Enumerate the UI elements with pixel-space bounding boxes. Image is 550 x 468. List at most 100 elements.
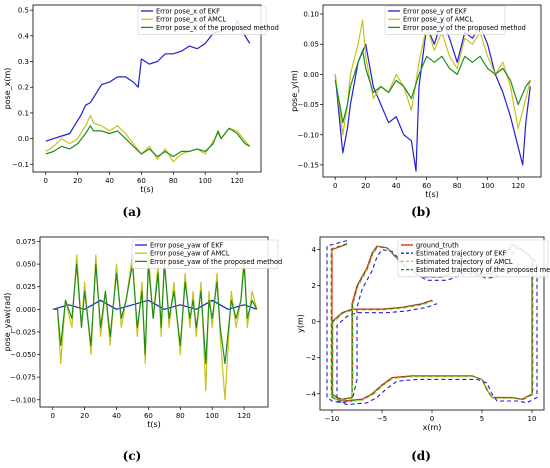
legend-label: Estimated trajectory of AMCL [416,258,513,266]
legend-label: ground_truth [416,242,459,250]
y-tick-label: 0.050 [16,261,36,269]
chart-a: 0 20 40 60 80 100 120 −0.1 0.0 0.1 0.2 0.3 0.4 0.5 t(s… [3,4,279,194]
x-tick-label: 20 [361,182,370,190]
caption-d: (d) [411,449,431,463]
y-tick-label: 2 [312,282,316,290]
chart-d: −10 −5 0 5 10−4−2024x(m)y(m)ground_truthEsti… [296,236,550,432]
series-line-3 [45,125,251,158]
x-tick-label: 80 [176,412,185,420]
series-line-2 [52,254,258,401]
y-tick-label: 0.4 [18,32,30,40]
legend-label: Estimated trajectory of the proposed met… [416,266,550,274]
x-tick-label: 40 [105,177,114,185]
y-tick-label: 0.5 [18,7,29,15]
y-tick-label: −4 [306,390,317,398]
legend-label: Error pose_x of AMCL [156,16,226,24]
x-tick-label: 5 [480,415,484,423]
x-tick-label: 100 [199,177,212,185]
x-tick-label: 100 [481,182,494,190]
x-tick-label: 120 [511,182,524,190]
y-tick-label: −0.100 [10,396,36,404]
x-tick-label: 20 [73,177,82,185]
caption-c: (c) [122,449,142,463]
y-tick-label: −0.025 [10,328,36,336]
legend-label: Error pose_y of AMCL [403,16,473,24]
y-tick-label: 0.10 [303,11,319,19]
x-axis-label: t(s) [140,185,154,194]
y-tick-label: −2 [306,354,316,362]
x-tick-label: 0 [51,412,55,420]
x-axis-label: t(s) [425,190,439,199]
legend-box [397,239,549,278]
plot-frame [322,4,542,178]
y-tick-label: 0.2 [18,84,29,92]
x-tick-label: −5 [377,415,387,423]
series-group [52,254,258,401]
series-group [334,19,531,172]
y-tick-label: −0.1 [12,161,29,169]
y-tick-label: −0.050 [10,351,36,359]
y-tick-label: 0.1 [18,109,29,117]
series-line-3 [334,49,531,124]
legend-label: Error pose_yaw of AMCL [150,250,230,258]
y-tick-label: −0.05 [298,101,319,109]
y-tick-label: −0.10 [298,131,319,139]
plot-frame [39,236,269,408]
x-tick-label: 40 [112,412,121,420]
x-tick-label: 100 [206,412,219,420]
x-axis-label: t(s) [147,420,161,429]
x-tick-label: 60 [422,182,431,190]
chart-c: 0 20 40 60 80 100 120 −0.100 −0.075 −0.050 −0.025 0… [3,236,282,429]
y-axis-label: y(m) [296,314,305,333]
plot-frame [32,4,262,173]
y-tick-label: −0.15 [298,161,319,169]
chart-b: 0 20 40 60 80 100 120 −0.15 −0.10 −0.05 0.00 0.05 0.… [290,4,542,199]
y-tick-label: 0.0 [18,135,29,143]
x-tick-label: 80 [169,177,178,185]
x-axis-label: x(m) [423,423,442,432]
y-axis-label: pose_y(m) [290,70,299,112]
y-tick-label: 0.025 [16,283,36,291]
series-line-3 [52,263,258,365]
x-tick-label: 0 [430,415,434,423]
series-line-2 [45,114,251,163]
legend-label: Error pose_x of EKF [156,8,220,16]
legend-box [137,5,267,35]
y-tick-label: 0.3 [18,58,29,66]
y-tick-label: −0.075 [10,374,36,382]
y-tick-label: 0.00 [303,71,319,79]
caption-a: (a) [122,205,142,219]
x-tick-label: 60 [137,177,146,185]
series-line-1 [45,19,251,142]
x-tick-label: 120 [237,412,250,420]
caption-b: (b) [411,205,431,219]
legend-label: Error pose_yaw of EKF [150,242,224,250]
legend-label: Error pose_y of the proposed method [403,24,526,32]
x-tick-label: 0 [333,182,337,190]
y-tick-label: 0.000 [16,306,36,314]
x-tick-label: 40 [392,182,401,190]
x-tick-label: −10 [325,415,340,423]
legend-label: Error pose_yaw of the proposed method [150,258,282,266]
x-tick-label: 0 [44,177,48,185]
legend-box [131,239,279,269]
y-axis-label: pose_x(m) [3,68,12,110]
x-tick-label: 120 [230,177,243,185]
y-tick-label: 4 [312,246,317,254]
x-tick-label: 60 [144,412,153,420]
series-group [45,19,251,163]
y-axis-label: pose_yaw(rad) [3,293,12,352]
legend-label: Error pose_y of EKF [403,8,467,16]
x-tick-label: 20 [80,412,89,420]
y-tick-label: 0 [312,318,316,326]
series-line-2 [334,19,531,136]
series-line-4 [330,243,534,402]
x-tick-label: 80 [453,182,462,190]
y-tick-label: 0.075 [16,238,36,246]
legend-box [384,5,506,35]
